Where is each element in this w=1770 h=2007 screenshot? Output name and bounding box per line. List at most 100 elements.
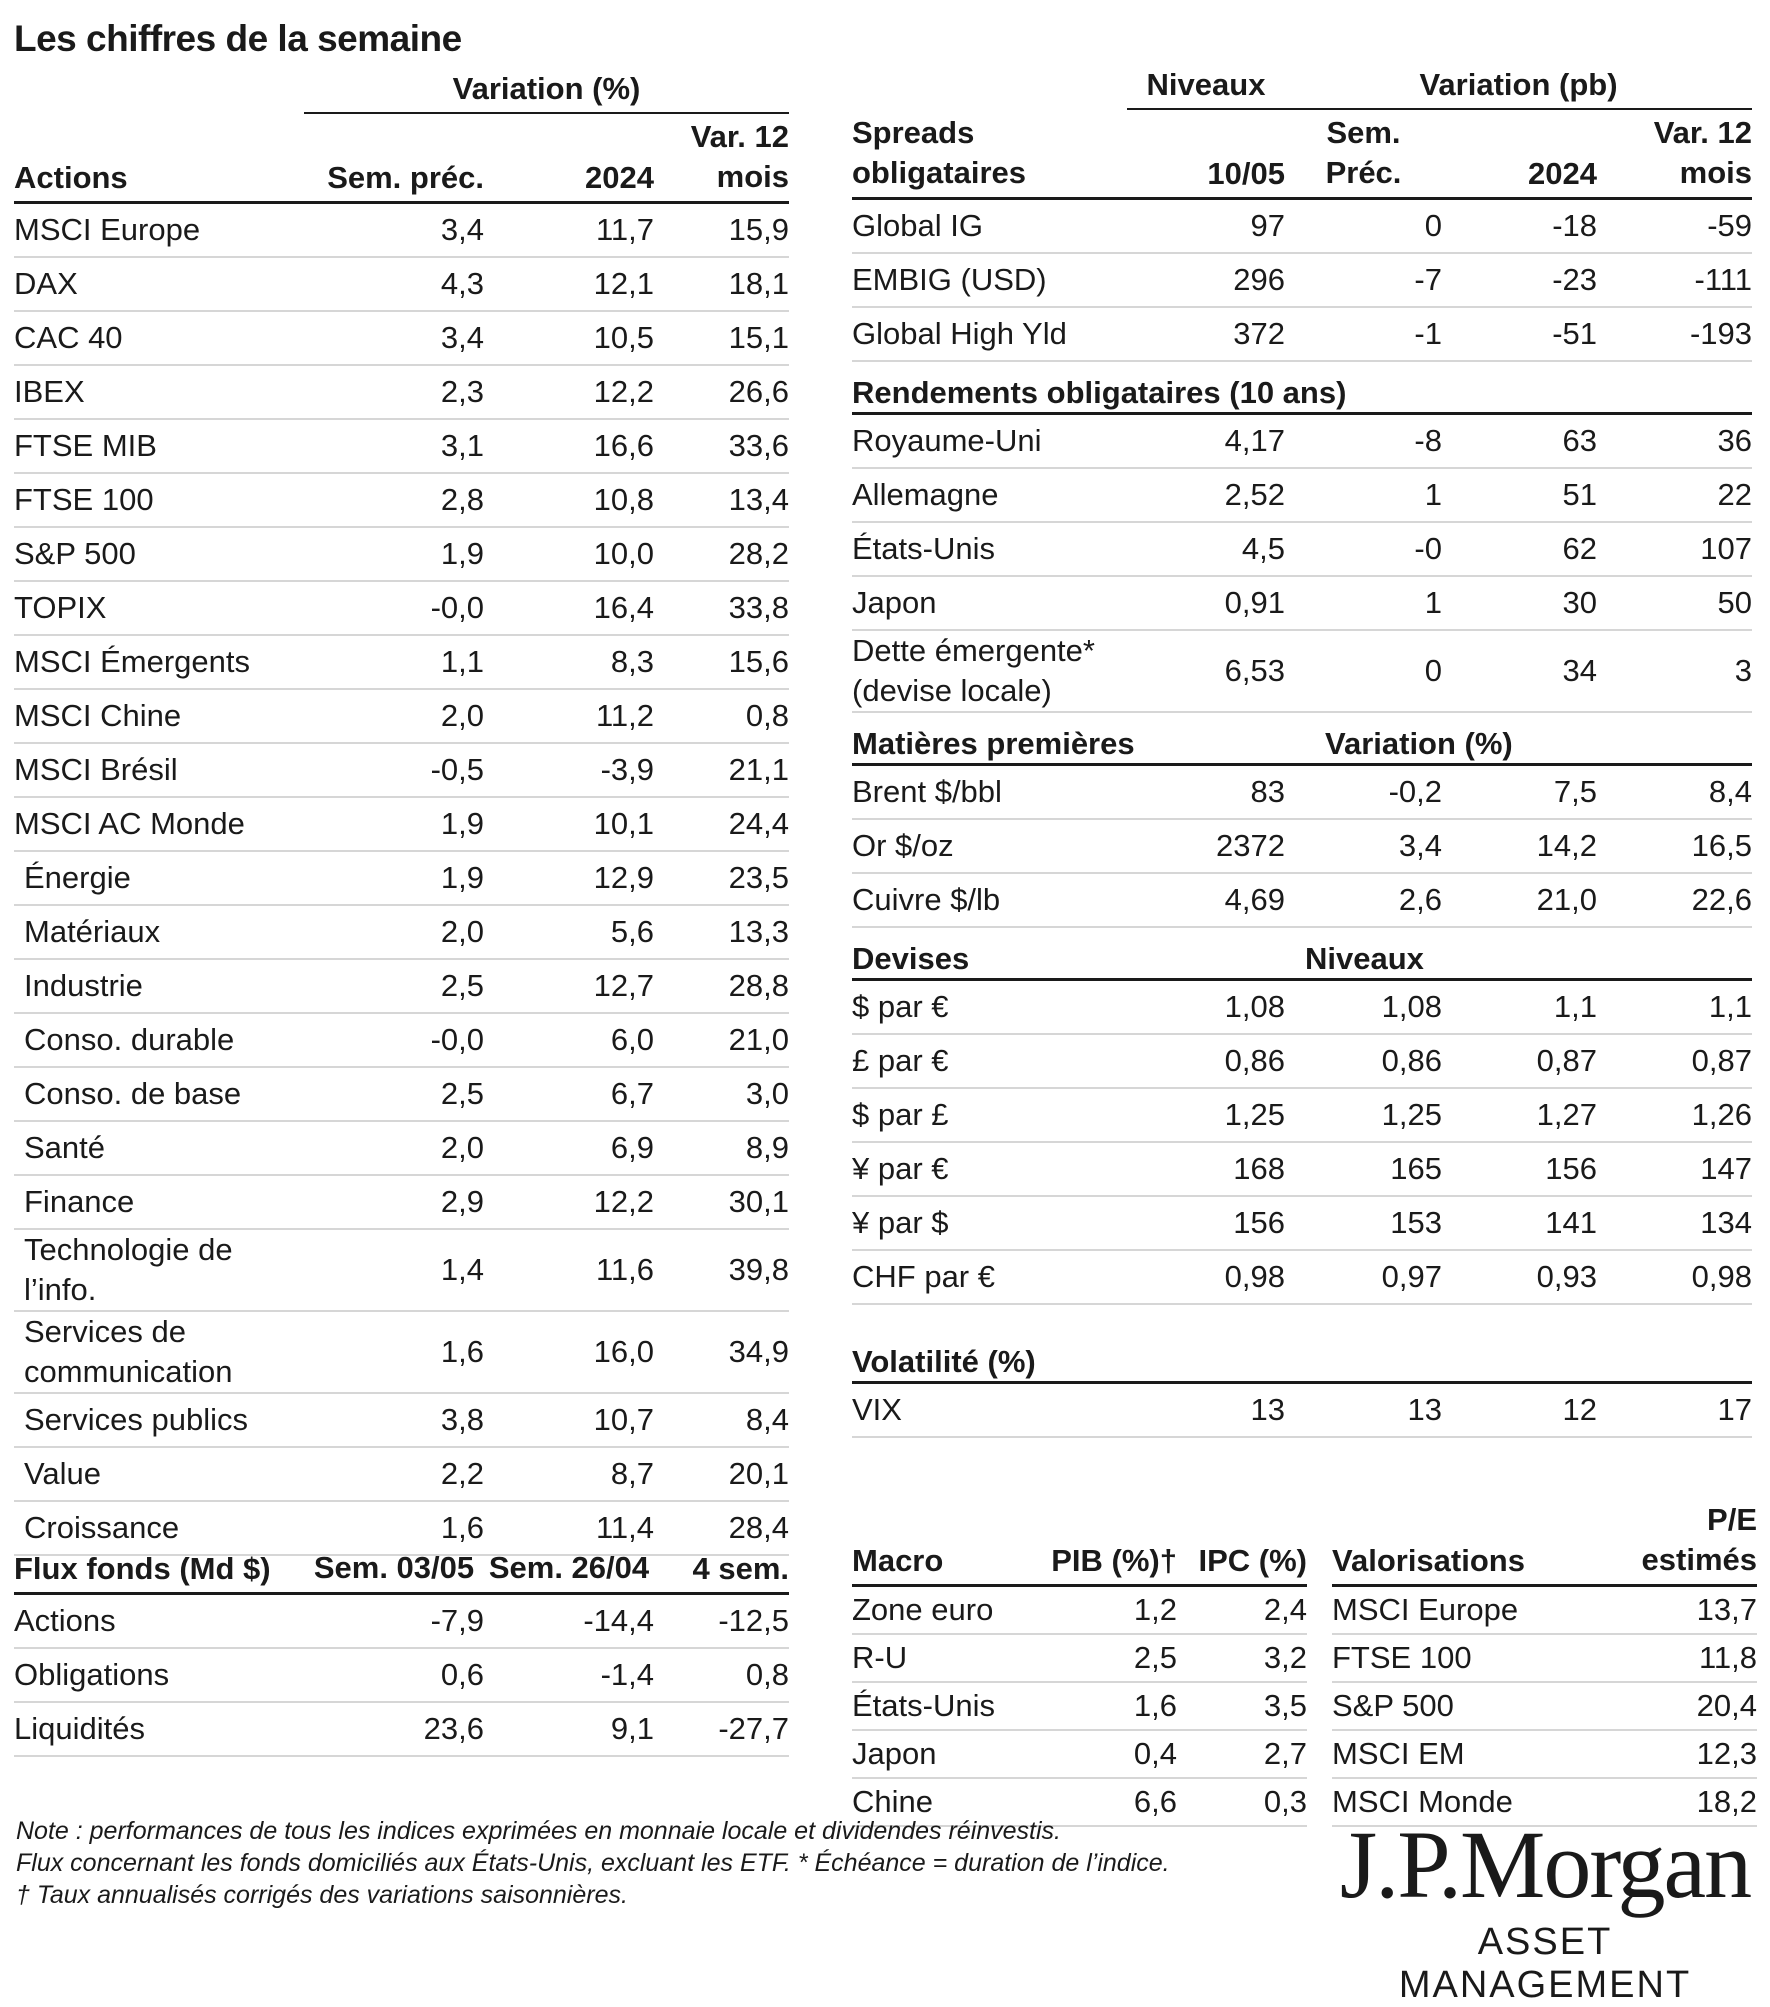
flux-header-sem1: Sem. 03/05: [304, 1548, 484, 1595]
flux-value: 23,6: [304, 1702, 484, 1757]
macro-value: 1,6: [1042, 1682, 1177, 1731]
actions-row: MSCI Brésil -0,5 -3,9 21,1: [14, 743, 789, 798]
volatilite-value: 13: [1127, 1382, 1285, 1438]
actions-label: Matériaux: [14, 905, 304, 960]
actions-value: 2,3: [304, 365, 484, 420]
matieres-value: 21,0: [1442, 873, 1597, 928]
actions-value: 3,4: [304, 311, 484, 366]
flux-value: 0,8: [654, 1648, 789, 1703]
actions-value: 1,4: [304, 1229, 484, 1312]
actions-row: Industrie 2,5 12,7 28,8: [14, 959, 789, 1014]
actions-label: Énergie: [14, 851, 304, 906]
valo-label: MSCI Europe: [1332, 1585, 1592, 1635]
devises-value: 156: [1127, 1196, 1285, 1251]
devises-header: Devises: [852, 927, 1285, 981]
devises-value: 0,98: [1597, 1250, 1752, 1305]
actions-value: 6,0: [484, 1013, 654, 1068]
actions-value: 10,1: [484, 797, 654, 852]
flux-value: 9,1: [484, 1702, 654, 1757]
spreads-header-label: Spreads obligataires: [852, 109, 1127, 200]
actions-value: 23,5: [654, 851, 789, 906]
devises-row: $ par €1,08 1,08 1,1 1,1: [852, 979, 1752, 1035]
devises-value: 1,08: [1127, 979, 1285, 1035]
actions-label: Technologie de l’info.: [14, 1229, 304, 1312]
valo-value: 20,4: [1592, 1682, 1757, 1731]
actions-value: 21,0: [654, 1013, 789, 1068]
actions-row: TOPIX -0,0 16,4 33,8: [14, 581, 789, 636]
flux-row: Actions -7,9 -14,4 -12,5: [14, 1593, 789, 1649]
devises-label: £ par €: [852, 1034, 1127, 1089]
devises-sub: Niveaux: [1285, 927, 1752, 981]
actions-label: IBEX: [14, 365, 304, 420]
actions-label: MSCI Chine: [14, 689, 304, 744]
actions-value: 11,2: [484, 689, 654, 744]
valo-label: MSCI EM: [1332, 1730, 1592, 1779]
volatilite-header: Volatilité (%): [852, 1331, 1752, 1384]
matieres-label: Cuivre $/lb: [852, 873, 1127, 928]
devises-value: 1,25: [1285, 1088, 1442, 1143]
spreads-value: -111: [1597, 253, 1752, 308]
spreads-header-date: 10/05: [1127, 109, 1285, 200]
matieres-value: 2,6: [1285, 873, 1442, 928]
footnote-1: Note : performances de tous les indices …: [16, 1817, 1061, 1845]
valo-row: MSCI Monde 18,2: [1332, 1778, 1757, 1827]
rendements-value: 51: [1442, 468, 1597, 523]
actions-row: Conso. de base 2,5 6,7 3,0: [14, 1067, 789, 1122]
actions-value: 8,3: [484, 635, 654, 690]
macro-header-label: Macro: [852, 1500, 1042, 1587]
devises-value: 1,26: [1597, 1088, 1752, 1143]
macro-value: 2,7: [1177, 1730, 1307, 1779]
matieres-header: Matières premières: [852, 712, 1285, 766]
actions-value: 20,1: [654, 1447, 789, 1502]
devises-value: 1,1: [1597, 979, 1752, 1035]
valo-value: 18,2: [1592, 1778, 1757, 1827]
matieres-value: -0,2: [1285, 764, 1442, 820]
actions-value: 11,7: [484, 202, 654, 258]
actions-header-sem: Sem. préc.: [304, 113, 484, 204]
devises-value: 0,97: [1285, 1250, 1442, 1305]
matieres-row: Cuivre $/lb 4,69 2,6 21,0 22,6: [852, 873, 1752, 928]
actions-value: 24,4: [654, 797, 789, 852]
actions-row: MSCI AC Monde 1,9 10,1 24,4: [14, 797, 789, 852]
actions-value: 15,9: [654, 202, 789, 258]
actions-value: 21,1: [654, 743, 789, 798]
actions-value: 1,9: [304, 851, 484, 906]
actions-label: Santé: [14, 1121, 304, 1176]
matieres-value: 22,6: [1597, 873, 1752, 928]
matieres-label: Or $/oz: [852, 819, 1127, 874]
flux-value: -14,4: [484, 1593, 654, 1649]
actions-row: Énergie 1,9 12,9 23,5: [14, 851, 789, 906]
macro-value: 2,4: [1177, 1585, 1307, 1635]
volatilite-value: 17: [1597, 1382, 1752, 1438]
actions-value: 12,9: [484, 851, 654, 906]
rendements-value: 62: [1442, 522, 1597, 577]
devises-row: $ par £1,25 1,25 1,27 1,26: [852, 1088, 1752, 1143]
macro-label: États-Unis: [852, 1682, 1042, 1731]
footnote-2: Flux concernant les fonds domiciliés aux…: [16, 1849, 1170, 1877]
devises-row: ¥ par $156 153 141 134: [852, 1196, 1752, 1251]
matieres-value: 83: [1127, 764, 1285, 820]
spreads-super-variation: Variation (pb): [1285, 66, 1752, 110]
spreads-value: -18: [1442, 198, 1597, 254]
macro-value: 0,4: [1042, 1730, 1177, 1779]
devises-label: $ par €: [852, 979, 1127, 1035]
macro-row: R-U 2,5 3,2: [852, 1634, 1307, 1683]
actions-row: CAC 40 3,4 10,5 15,1: [14, 311, 789, 366]
actions-header-label: Actions: [14, 113, 304, 204]
flux-label: Obligations: [14, 1648, 304, 1703]
devises-row: ¥ par €168 165 156 147: [852, 1142, 1752, 1197]
macro-value: 0,3: [1177, 1778, 1307, 1827]
actions-value: 1,6: [304, 1311, 484, 1394]
devises-row: CHF par €0,98 0,97 0,93 0,98: [852, 1250, 1752, 1305]
actions-row: Services de communication 1,6 16,0 34,9: [14, 1311, 789, 1394]
valo-row: S&P 500 20,4: [1332, 1682, 1757, 1731]
devises-value: 141: [1442, 1196, 1597, 1251]
rendements-row: États-Unis 4,5 -0 62 107: [852, 522, 1752, 577]
flux-header-4sem: 4 sem.: [654, 1548, 789, 1595]
spreads-row: Global IG 97 0 -18 -59: [852, 198, 1752, 254]
markets-table: Niveaux Variation (pb) Spreads obligatai…: [852, 66, 1752, 1438]
devises-value: 165: [1285, 1142, 1442, 1197]
flux-value: -1,4: [484, 1648, 654, 1703]
actions-value: 15,6: [654, 635, 789, 690]
rendements-value: 50: [1597, 576, 1752, 631]
